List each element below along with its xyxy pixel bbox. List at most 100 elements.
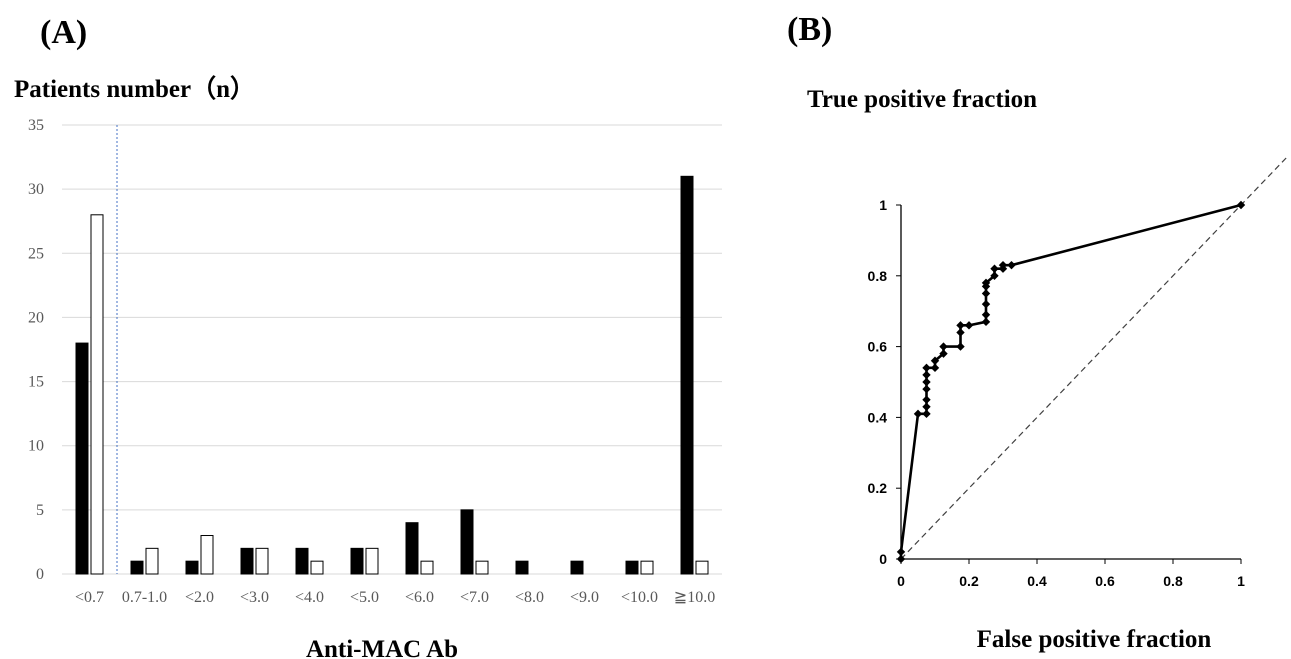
- panel-b-y-axis-title: True positive fraction: [807, 86, 1037, 113]
- bar-black: [240, 547, 254, 575]
- roc-point-marker: [981, 278, 991, 288]
- x-tick-label: <4.0: [295, 589, 324, 606]
- bar-white: [255, 547, 269, 575]
- roc-point-marker: [956, 328, 965, 337]
- bar-white: [420, 560, 434, 575]
- x-tick-label: 0.4: [1027, 573, 1047, 589]
- x-tick-label: 0.2: [959, 573, 979, 589]
- bar-black: [295, 547, 309, 575]
- y-tick-label: 10: [28, 438, 44, 455]
- y-tick-label: 35: [28, 117, 44, 134]
- bar-white: [640, 560, 654, 575]
- roc-point-marker: [913, 409, 923, 419]
- y-tick-label: 20: [28, 309, 44, 326]
- x-tick-label: 0.8: [1163, 573, 1183, 589]
- panel-b-label: (B): [787, 11, 832, 48]
- roc-point-marker: [956, 342, 965, 351]
- panel-b-axes: [900, 205, 1241, 560]
- y-tick-label: 0: [879, 551, 887, 567]
- panel-a-y-axis-title: Patients number（n）: [14, 74, 255, 103]
- panel-b-y-ticks: 0 0.2 0.4 0.6 0.8 1: [868, 197, 901, 567]
- y-tick-label: 15: [28, 374, 44, 391]
- roc-point-marker: [981, 310, 991, 319]
- x-tick-label: <3.0: [240, 589, 269, 606]
- panel-a-x-axis-title: Anti-MAC Ab: [306, 636, 458, 659]
- panel-b: (B) True positive fraction False positiv…: [787, 11, 1290, 653]
- y-tick-label: 30: [28, 181, 44, 198]
- bar-black: [405, 522, 419, 575]
- bar-white: [365, 547, 379, 575]
- x-tick-label: ≧10.0: [674, 589, 715, 606]
- roc-point-marker: [956, 321, 965, 330]
- roc-point-marker: [990, 271, 999, 280]
- panel-a-label: (A): [40, 14, 87, 51]
- bar-white: [145, 547, 159, 575]
- panel-a-y-ticks: 0 5 10 15 20 25 30 35: [28, 117, 44, 583]
- bar-black: [185, 560, 199, 575]
- x-tick-label: <7.0: [460, 589, 489, 606]
- x-tick-label: 0: [897, 573, 905, 589]
- x-tick-label: <10.0: [621, 589, 658, 606]
- bar-white: [90, 214, 104, 575]
- roc-point-marker: [922, 377, 931, 387]
- roc-point-marker: [930, 356, 940, 365]
- roc-point-marker: [922, 409, 931, 419]
- roc-point-marker: [922, 395, 931, 404]
- bar-white: [310, 560, 324, 575]
- panel-b-reference-line: [900, 155, 1290, 560]
- y-tick-label: 0.2: [868, 480, 888, 496]
- panel-b-roc-points: [896, 200, 1246, 564]
- y-tick-label: 0.4: [868, 409, 888, 425]
- x-tick-label: <5.0: [350, 589, 379, 606]
- x-tick-label: 1: [1237, 573, 1245, 589]
- bar-black: [680, 175, 694, 575]
- x-tick-label: <2.0: [185, 589, 214, 606]
- bar-black: [130, 560, 144, 575]
- bar-white: [200, 535, 214, 575]
- panel-b-x-axis-title: False positive fraction: [977, 626, 1212, 653]
- roc-point-marker: [1236, 200, 1246, 210]
- roc-point-marker: [998, 260, 1008, 270]
- roc-point-marker: [964, 321, 974, 330]
- roc-point-marker: [939, 342, 948, 351]
- roc-point-marker: [922, 370, 931, 380]
- bar-black: [625, 560, 639, 575]
- x-tick-label: 0.7-1.0: [122, 589, 167, 606]
- x-tick-label: 0.6: [1095, 573, 1115, 589]
- roc-point-marker: [981, 299, 991, 309]
- y-tick-label: 0.8: [868, 268, 888, 284]
- panel-a-gridlines: [62, 124, 722, 575]
- roc-point-marker: [981, 317, 991, 327]
- y-tick-label: 1: [879, 197, 887, 213]
- roc-point-marker: [922, 363, 931, 373]
- bar-black: [75, 342, 89, 575]
- roc-point-marker: [930, 363, 940, 373]
- y-tick-label: 0.6: [868, 339, 888, 355]
- roc-point-marker: [922, 402, 931, 411]
- bar-white: [475, 560, 489, 575]
- x-tick-label: <9.0: [570, 589, 599, 606]
- bar-black: [515, 560, 529, 575]
- x-tick-label: <8.0: [515, 589, 544, 606]
- panel-a-x-ticks: <0.7 0.7-1.0 <2.0 <3.0 <4.0 <5.0 <6.0 <7.0 <8.0 <…: [75, 589, 715, 606]
- roc-point-marker: [896, 554, 906, 564]
- roc-point-marker: [922, 384, 931, 394]
- roc-point-marker: [1007, 260, 1016, 270]
- roc-point-marker: [939, 349, 948, 358]
- bar-black: [350, 547, 364, 575]
- x-tick-label: <0.7: [75, 589, 104, 606]
- bar-black: [460, 509, 474, 575]
- roc-point-marker: [981, 289, 991, 298]
- roc-point-marker: [990, 264, 999, 273]
- x-tick-label: <6.0: [405, 589, 434, 606]
- y-tick-label: 5: [36, 502, 44, 519]
- bar-white: [695, 560, 709, 575]
- roc-point-marker: [896, 547, 906, 557]
- panel-a: (A) Patients number（n） Anti-MAC Ab 0 5 10 1…: [14, 14, 722, 659]
- bar-black: [570, 560, 584, 575]
- panel-b-x-ticks: 0 0.2 0.4 0.6 0.8 1: [897, 559, 1245, 589]
- y-tick-label: 25: [28, 245, 44, 262]
- panel-a-bars: [75, 175, 709, 575]
- y-tick-label: 0: [36, 566, 44, 583]
